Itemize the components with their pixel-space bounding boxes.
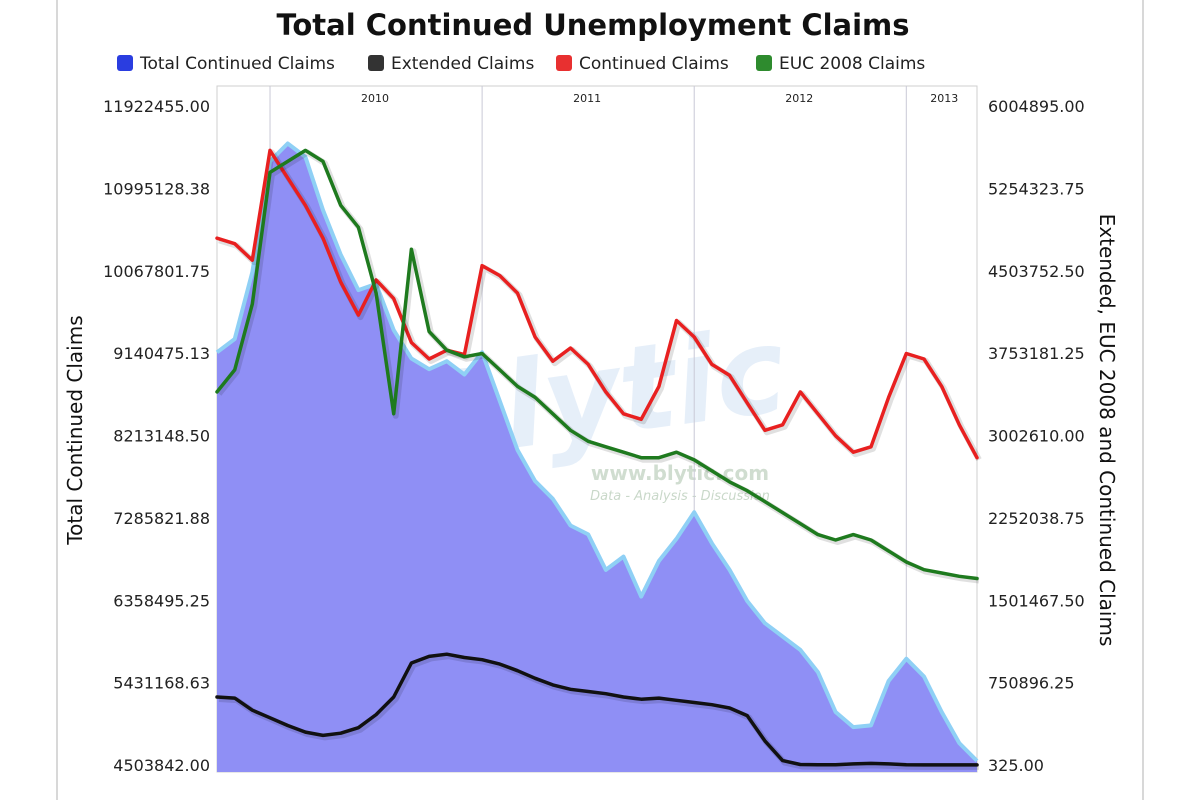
right-tick-label: 3002610.00 (988, 427, 1085, 446)
series-line-euc-2008-claims (215, 148, 979, 581)
year-label-2013: 2013 (930, 92, 958, 105)
frame-border-left (56, 0, 58, 800)
right-axis-ticks: 6004895.00 5254323.75 4503752.50 3753181.25… (988, 97, 1085, 775)
year-label-2010: 2010 (361, 92, 389, 105)
year-label-2011: 2011 (573, 92, 601, 105)
legend-swatch-continued (556, 55, 572, 71)
chart-title: Total Continued Unemployment Claims (276, 8, 909, 42)
legend-swatch-total (117, 55, 133, 71)
series-area-total-continued-claims (217, 143, 977, 772)
legend-swatch-extended (368, 55, 384, 71)
right-tick-label: 3753181.25 (988, 344, 1085, 363)
series-line-extended-claims (215, 652, 979, 767)
left-tick-label: 10995128.38 (103, 179, 210, 198)
right-tick-label: 2252038.75 (988, 509, 1085, 528)
right-tick-label: 4503752.50 (988, 262, 1085, 281)
left-tick-label: 10067801.75 (103, 262, 210, 281)
year-label-2012: 2012 (785, 92, 813, 105)
left-axis-label: Total Continued Claims (63, 315, 87, 545)
right-tick-label: 6004895.00 (988, 97, 1085, 116)
total-continued-area-layer (215, 141, 979, 772)
legend-label-euc: EUC 2008 Claims (779, 54, 925, 74)
left-axis-ticks: 11922455.00 10995128.38 10067801.75 9140475… (103, 97, 210, 775)
right-tick-label: 5254323.75 (988, 179, 1085, 198)
left-tick-label: 8213148.50 (113, 427, 210, 446)
frame-border-right (1142, 0, 1144, 800)
right-tick-label: 325.00 (988, 756, 1044, 775)
right-tick-label: 750896.25 (988, 674, 1075, 693)
left-tick-label: 6358495.25 (113, 591, 210, 610)
left-tick-label: 4503842.00 (113, 756, 210, 775)
left-tick-label: 11922455.00 (103, 97, 210, 116)
series-line-continued-claims (215, 148, 979, 460)
legend-label-continued: Continued Claims (579, 54, 729, 74)
watermark-tagline: Data - Analysis - Discussion (590, 489, 770, 504)
legend-label-extended: Extended Claims (391, 54, 534, 74)
legend: Total Continued Claims Extended Claims C… (117, 54, 925, 74)
right-tick-label: 1501467.50 (988, 591, 1085, 610)
left-tick-label: 7285821.88 (113, 509, 210, 528)
year-labels: 2010 2011 2012 2013 (361, 92, 958, 105)
right-axis-label: Extended, EUC 2008 and Continued Claims (1095, 214, 1119, 647)
watermark-url: www.blytic.com (591, 461, 769, 485)
legend-swatch-euc (756, 55, 772, 71)
left-tick-label: 9140475.13 (113, 344, 210, 363)
legend-label-total: Total Continued Claims (139, 54, 335, 74)
left-tick-label: 5431168.63 (113, 674, 210, 693)
line-series-layer (215, 148, 982, 770)
series-area-edge-total-continued-claims (215, 141, 979, 763)
